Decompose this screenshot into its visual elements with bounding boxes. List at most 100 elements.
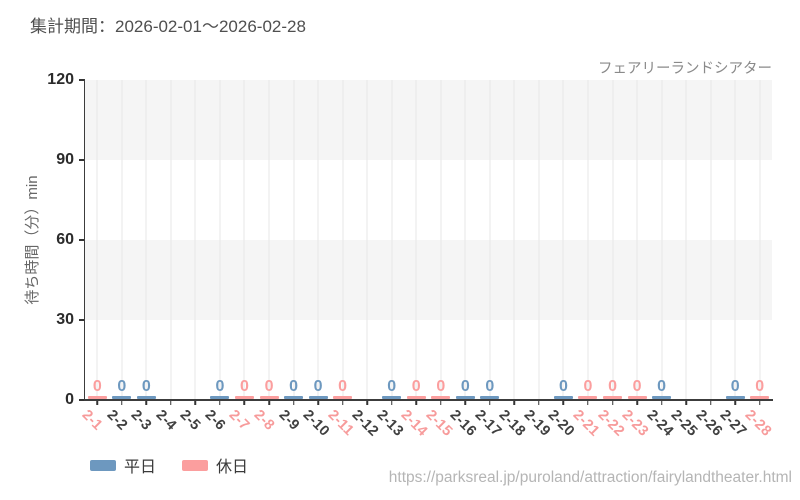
- x-tick-2-17: [489, 400, 491, 405]
- gridline-2-28: [759, 80, 761, 400]
- gridline-2-26: [710, 80, 712, 400]
- bar-label-2-24: 0: [657, 378, 667, 395]
- y-tick-30: [79, 319, 84, 321]
- source-url[interactable]: https://parksreal.jp/puroland/attraction…: [388, 469, 792, 486]
- x-tick-2-10: [317, 400, 319, 405]
- x-label-2-24: 2-24: [643, 407, 676, 440]
- gridline-2-21: [587, 80, 589, 400]
- x-tick-2-14: [415, 400, 417, 405]
- bar-2-14: [406, 396, 426, 399]
- y-tick-90: [79, 159, 84, 161]
- bar-label-2-27: 0: [730, 378, 740, 395]
- bar-2-15: [431, 396, 451, 399]
- gridline-2-15: [440, 80, 442, 400]
- x-axis: 2-1 2-2 2-3 2-4 2-5 2-6 2-7 2-8 2-9 2-10 2-11 2-12 2…: [79, 400, 775, 455]
- x-label-2-4: 2-4: [152, 407, 180, 434]
- gridline-2-1: [96, 80, 98, 400]
- y-tick-0: [79, 399, 84, 401]
- x-tick-2-9: [292, 400, 295, 405]
- legend-swatch: [90, 459, 116, 471]
- gridline-2-5: [194, 80, 196, 400]
- bar-label-2-14: 0: [411, 378, 421, 395]
- y-label-60: 60: [56, 231, 74, 248]
- x-tick-2-2: [121, 400, 123, 405]
- legend-label: 休日: [216, 459, 249, 476]
- x-tick-2-28: [758, 400, 761, 405]
- gridline-2-18: [513, 80, 515, 400]
- gridline-2-3: [145, 80, 147, 400]
- bar-label-2-20: 0: [558, 378, 568, 395]
- gridline-2-12: [366, 80, 368, 400]
- x-label-2-18: 2-18: [496, 407, 529, 440]
- gridline-2-9: [293, 80, 295, 400]
- y-label-120: 120: [47, 71, 74, 88]
- gridline-2-19: [538, 80, 540, 400]
- x-tick-2-1: [96, 400, 99, 405]
- gridline-2-6: [219, 80, 221, 400]
- x-label-2-12: 2-12: [348, 407, 382, 440]
- x-tick-2-16: [464, 400, 467, 405]
- x-tick-2-24: [660, 400, 663, 405]
- bar-label-2-1: 0: [92, 378, 102, 395]
- bar-2-24: [652, 396, 672, 399]
- bar-label-2-7: 0: [240, 378, 249, 395]
- x-label-2-9: 2-9: [275, 407, 303, 434]
- x-tick-2-22: [611, 400, 614, 405]
- x-label-2-20: 2-20: [545, 407, 578, 440]
- bar-2-27: [725, 396, 745, 399]
- bar-2-23: [627, 396, 647, 399]
- x-label-2-13: 2-13: [373, 407, 407, 440]
- gridline-2-10: [317, 80, 319, 400]
- bar-label-2-22: 0: [608, 378, 617, 395]
- bar-label-2-17: 0: [485, 378, 495, 395]
- legend-label: 平日: [124, 459, 157, 476]
- legend: 平日 休日: [90, 453, 248, 477]
- bar-label-2-2: 0: [117, 378, 127, 395]
- x-tick-2-11: [341, 400, 344, 405]
- gridline-2-23: [636, 80, 638, 400]
- x-label-2-16: 2-16: [446, 407, 480, 440]
- x-label-2-8: 2-8: [250, 407, 278, 434]
- x-label-2-19: 2-19: [520, 407, 554, 440]
- bar-2-1: [87, 396, 107, 399]
- x-label-2-17: 2-17: [471, 407, 505, 440]
- x-label-2-21: 2-21: [569, 407, 603, 440]
- gridline-2-22: [612, 80, 614, 400]
- y-tick-120: [79, 79, 84, 81]
- bar-2-21: [578, 396, 598, 399]
- x-tick-2-8: [268, 400, 270, 405]
- bar-label-2-21: 0: [583, 378, 593, 395]
- legend-item-weekday: 平日: [90, 453, 156, 477]
- bar-label-2-15: 0: [436, 378, 446, 395]
- bar-2-20: [553, 396, 573, 399]
- x-label-2-28: 2-28: [741, 407, 775, 440]
- bar-label-2-10: 0: [313, 378, 323, 395]
- bar-label-2-8: 0: [264, 378, 274, 395]
- attraction-name-label: フェアリーランドシアター: [598, 61, 772, 77]
- band-90-120: [85, 80, 772, 160]
- band-60-90: [85, 160, 772, 240]
- x-label-2-27: 2-27: [716, 407, 750, 440]
- y-tick-60: [79, 239, 84, 241]
- x-tick-2-3: [145, 400, 148, 405]
- x-tick-2-15: [440, 400, 442, 405]
- x-tick-2-23: [636, 400, 638, 405]
- x-tick-2-7: [243, 400, 246, 405]
- gridline-2-2: [121, 80, 123, 400]
- gridline-2-11: [342, 80, 344, 400]
- x-tick-2-26: [709, 400, 712, 405]
- y-axis-spine: [83, 79, 85, 401]
- x-label-2-10: 2-10: [299, 407, 333, 440]
- x-label-2-14: 2-14: [397, 407, 431, 440]
- legend-swatch: [182, 459, 209, 471]
- bar-2-11: [333, 396, 353, 399]
- x-label-2-23: 2-23: [618, 407, 652, 440]
- x-label-2-1: 2-1: [78, 407, 106, 434]
- x-tick-2-21: [587, 400, 589, 405]
- bar-label-2-9: 0: [289, 378, 298, 395]
- band-30-60: [85, 240, 772, 320]
- y-label-90: 90: [56, 151, 74, 168]
- bar-label-2-11: 0: [338, 378, 348, 395]
- x-tick-2-5: [194, 400, 197, 405]
